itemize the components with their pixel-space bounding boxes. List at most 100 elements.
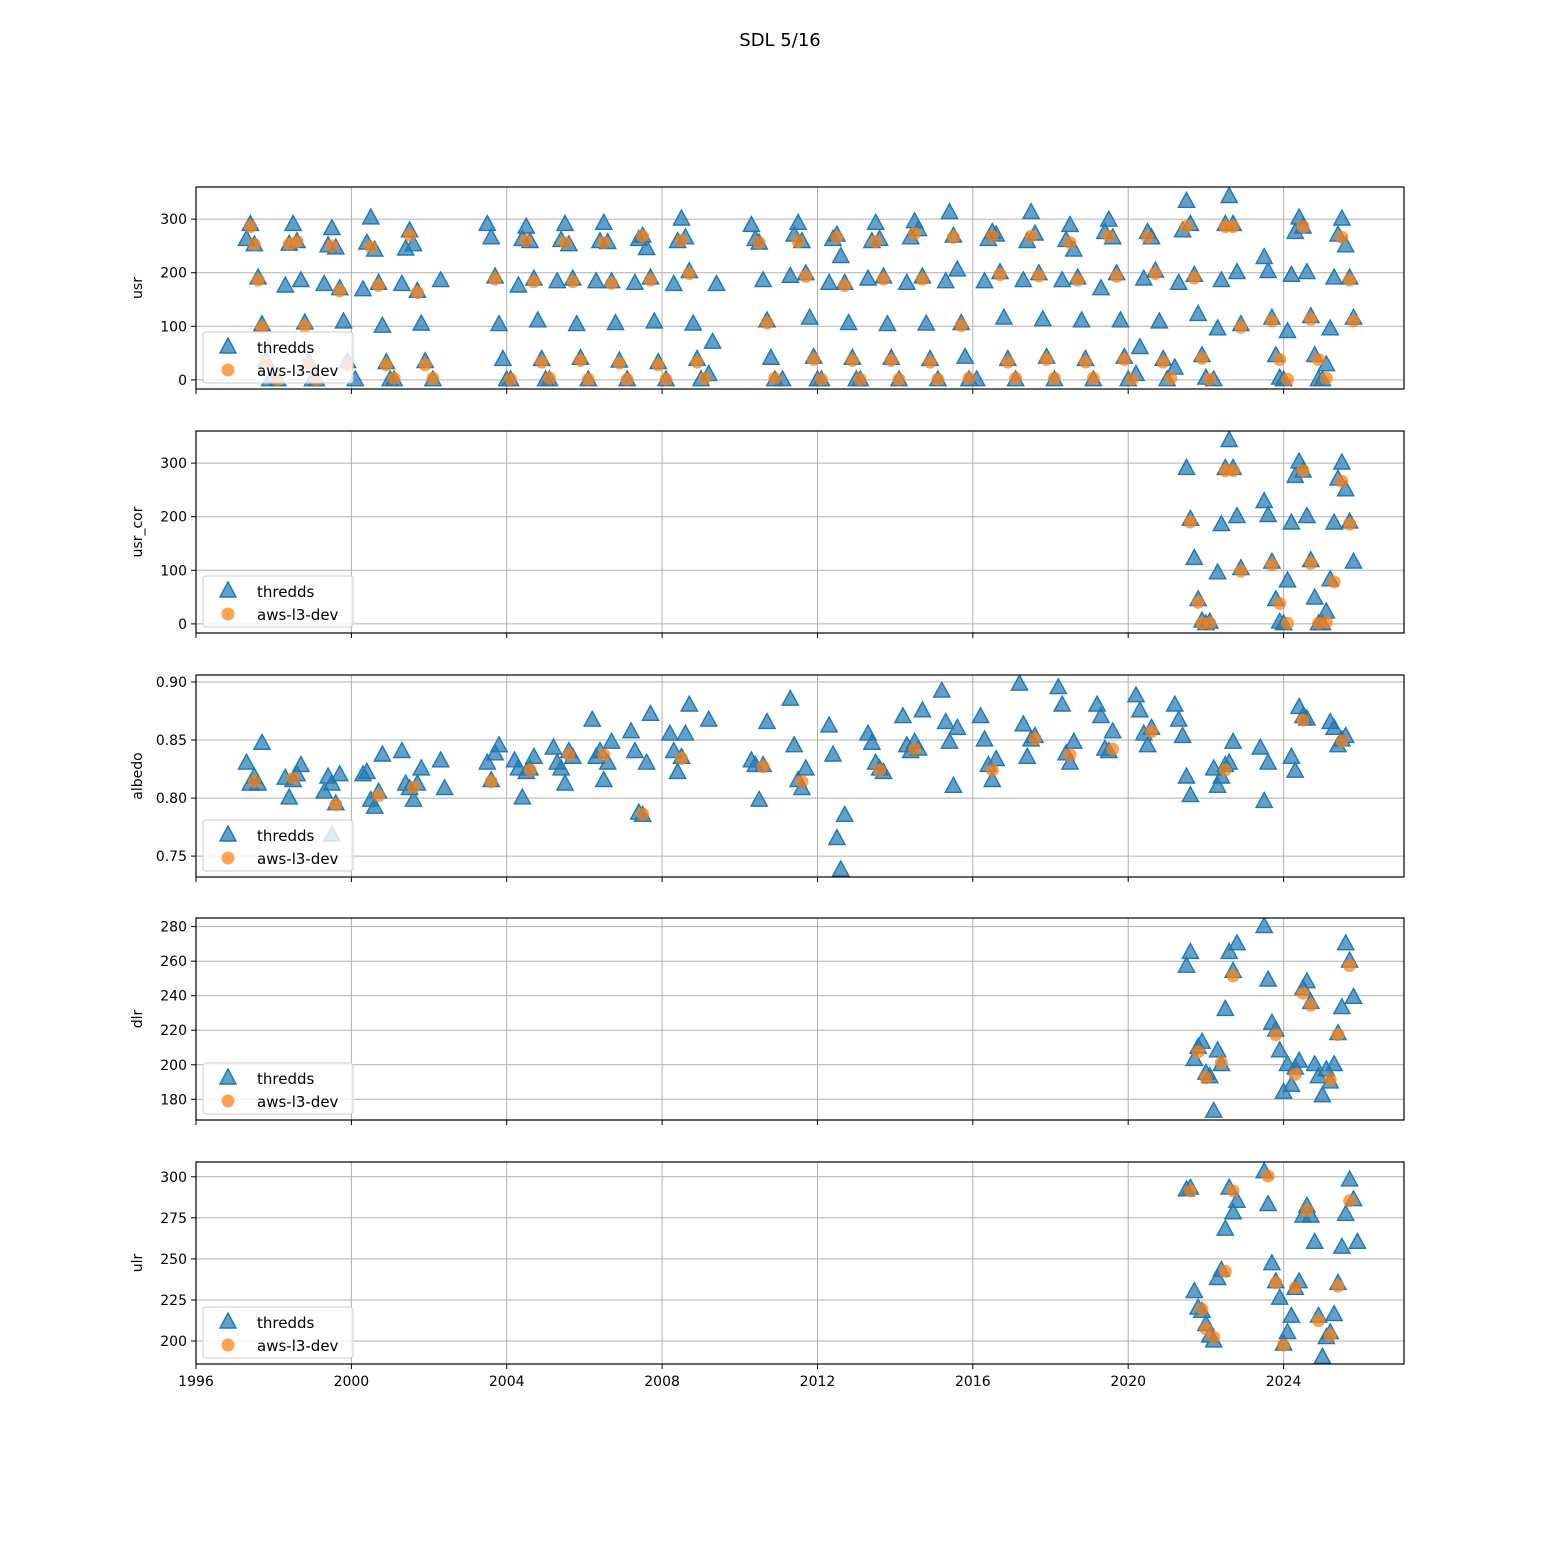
thredds-point (1324, 1304, 1344, 1322)
thredds-point (940, 731, 959, 749)
thredds-point (516, 216, 536, 234)
legend-box (202, 575, 354, 628)
legend-thredds-label: thredds (257, 827, 314, 845)
thredds-point (742, 215, 761, 233)
thredds-point (1208, 775, 1227, 793)
aws-l3-dev-point (1327, 575, 1341, 589)
aws-l3-dev-point (985, 763, 999, 777)
aws-l3-dev-point (1265, 314, 1279, 328)
thredds-point (1091, 278, 1111, 296)
thredds-point (1305, 1232, 1324, 1249)
thredds-point (594, 212, 614, 230)
legend-thredds-marker (218, 1311, 238, 1329)
thredds-point (276, 275, 295, 293)
thredds-point (1258, 261, 1278, 279)
y-tick-label: 280 (160, 920, 187, 936)
aws-l3-dev-point (418, 358, 432, 372)
thredds-point (1313, 1085, 1332, 1103)
y-tick-label: 0.80 (156, 791, 187, 807)
aws-l3-dev-point (1343, 273, 1357, 287)
aws-l3-dev-point (915, 272, 929, 286)
thredds-point (866, 212, 885, 230)
thredds-point (1185, 548, 1204, 566)
legend-box (202, 1306, 354, 1359)
aws-l3-dev-point (329, 798, 343, 812)
thredds-point (412, 313, 431, 331)
thredds-point (761, 348, 781, 365)
aws-l3-dev-point (387, 371, 401, 385)
legend-aws-l3-dev-marker (221, 1094, 235, 1108)
aws-l3-dev-point (1214, 1055, 1228, 1069)
thredds-point (1103, 721, 1122, 739)
aws-l3-dev-point (752, 236, 766, 250)
thredds-point (1052, 694, 1072, 712)
thredds-point (835, 805, 854, 822)
aws-l3-dev-point (410, 286, 424, 299)
legend-aws-l3-dev-label: aws-l3-dev (257, 1337, 339, 1355)
thredds-point (955, 346, 975, 364)
aws-l3-dev-point (1319, 615, 1333, 629)
thredds-point (1204, 1100, 1223, 1118)
thredds-point (1052, 270, 1072, 288)
y-tick-label: 200 (160, 266, 187, 282)
thredds-point (357, 762, 377, 780)
thredds-point (1208, 318, 1227, 336)
panel-ulr: 1996 2000 2004 2008 2012 2016 2020 2024 200 225 25… (130, 1161, 1405, 1390)
thredds-point (1099, 209, 1119, 227)
legend: thredds aws-l3-dev (202, 1306, 354, 1359)
aws-l3-dev-point (1148, 267, 1162, 281)
aws-l3-dev-point (1102, 229, 1116, 243)
aws-l3-dev-point (1141, 230, 1155, 244)
aws-l3-dev-point (574, 354, 587, 367)
thredds-point (1219, 187, 1239, 204)
thredds-point (279, 787, 299, 805)
thredds-point (412, 758, 431, 776)
thredds-point (555, 214, 575, 232)
thredds-point (893, 706, 913, 724)
thredds-point (621, 721, 641, 739)
thredds-point (1282, 1075, 1301, 1092)
thredds-point (823, 744, 843, 762)
aws-l3-dev-point (1347, 314, 1360, 328)
legend-thredds-marker (218, 336, 238, 354)
series-aws-l3-dev (1183, 464, 1357, 630)
aws-l3-dev-point (1300, 1204, 1314, 1218)
thredds-point (1297, 262, 1317, 280)
thredds-point (1216, 1218, 1235, 1236)
y-tick-label: 275 (160, 1211, 187, 1227)
aws-l3-dev-point (1180, 220, 1193, 234)
aws-l3-dev-point (1265, 558, 1279, 572)
thredds-point (625, 741, 645, 759)
legend-aws-l3-dev-label: aws-l3-dev (257, 606, 339, 624)
aws-l3-dev-point (1296, 220, 1310, 234)
y-tick-label: 225 (160, 1293, 187, 1309)
thredds-point (435, 778, 454, 796)
legend-aws-l3-dev-marker (221, 363, 235, 377)
thredds-point (237, 752, 256, 770)
thredds-point (994, 307, 1014, 325)
y-tick-label: 0.75 (156, 849, 187, 865)
legend-thredds-label: thredds (257, 339, 314, 357)
panel-dlr: 180 200 220 240 260 280 dlr thredds aws-l3-dev (130, 917, 1405, 1125)
thredds-point (1208, 562, 1227, 580)
thredds-point (1336, 479, 1355, 497)
aws-l3-dev-point (1269, 1028, 1283, 1042)
aws-l3-dev-point (946, 230, 960, 244)
aws-l3-dev-point (830, 230, 844, 244)
axes-frame (195, 917, 1405, 1121)
thredds-point (252, 733, 272, 750)
plot-area (1177, 431, 1363, 631)
aws-l3-dev-point (1312, 1314, 1325, 1328)
aws-l3-dev-point (923, 355, 937, 369)
legend-thredds-marker (218, 580, 238, 598)
thredds-point (1091, 706, 1111, 724)
aws-l3-dev-point (620, 372, 634, 386)
thredds-point (1033, 309, 1053, 327)
thredds-point (753, 270, 773, 288)
thredds-point (1219, 431, 1239, 448)
thredds-point (975, 271, 994, 289)
y-axis-label: usr_cor (130, 506, 146, 557)
aws-l3-dev-point (1335, 734, 1349, 748)
thredds-point (1258, 1194, 1278, 1212)
axes-frame (195, 674, 1405, 878)
